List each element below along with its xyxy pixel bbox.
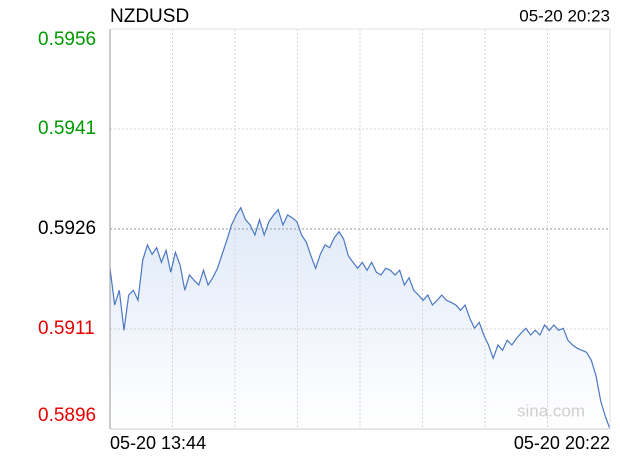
y-tick-label: 0.5896 xyxy=(38,405,96,426)
watermark: sina.com xyxy=(517,401,585,420)
y-tick-label: 0.5926 xyxy=(38,218,96,239)
chart-title: NZDUSD xyxy=(110,6,189,27)
y-tick-label: 0.5956 xyxy=(38,29,96,50)
x-tick-label: 05-20 13:44 xyxy=(110,433,206,453)
x-tick-label: 05-20 20:22 xyxy=(514,433,610,453)
plot: 0.5896 0.5911 0.5926 0.5941 0.5956 05-20 13:4… xyxy=(38,28,611,453)
timestamp: 05-20 20:23 xyxy=(519,6,610,25)
price-line xyxy=(109,206,611,430)
y-tick-label: 0.5941 xyxy=(38,118,96,139)
y-tick-label: 0.5911 xyxy=(38,318,95,339)
